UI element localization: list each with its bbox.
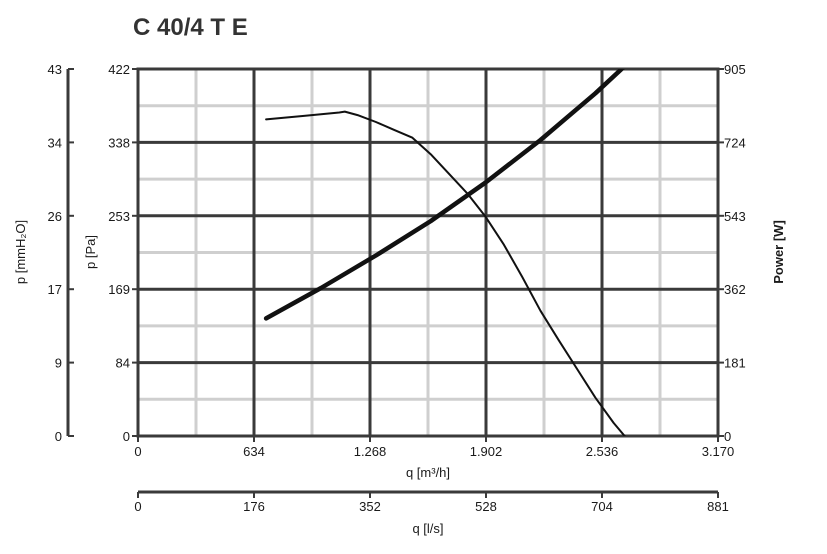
y-axis-title: p [Pa]: [83, 235, 98, 269]
secondary-x-tick-label: 704: [591, 499, 613, 514]
outer-left-tick-label: 43: [48, 62, 62, 77]
x-tick-label: 634: [243, 444, 265, 459]
y-tick-label: 338: [108, 135, 130, 150]
right-tick-label: 362: [724, 282, 746, 297]
right-tick-label: 0: [724, 429, 731, 444]
x-tick-label: 0: [134, 444, 141, 459]
secondary-x-tick-label: 881: [707, 499, 729, 514]
secondary-x-tick-label: 528: [475, 499, 497, 514]
y-tick-label: 169: [108, 282, 130, 297]
outer-left-tick-label: 9: [55, 356, 62, 371]
y-tick-label: 0: [123, 429, 130, 444]
outer-left-tick-label: 0: [55, 429, 62, 444]
secondary-x-tick-label: 0: [134, 499, 141, 514]
x-tick-label: 1.268: [354, 444, 387, 459]
y-tick-label: 84: [116, 356, 130, 371]
x-tick-label: 1.902: [470, 444, 503, 459]
secondary-x-axis-title: q [l/s]: [412, 521, 443, 536]
chart-title: C 40/4 T E: [133, 14, 248, 41]
x-axis-title: q [m³/h]: [406, 465, 450, 480]
right-tick-label: 543: [724, 209, 746, 224]
right-tick-label: 181: [724, 356, 746, 371]
series-group: [263, 69, 626, 436]
secondary-x-tick-label: 352: [359, 499, 381, 514]
right-tick-label: 724: [724, 135, 746, 150]
x-tick-label: 3.170: [702, 444, 735, 459]
outer-left-tick-label: 26: [48, 209, 62, 224]
right-tick-label: 905: [724, 62, 746, 77]
y-tick-label: 422: [108, 62, 130, 77]
power-curve: [263, 69, 625, 321]
plot-frame: [136, 67, 720, 438]
x-tick-label: 2.536: [586, 444, 619, 459]
pressure-curve: [265, 110, 626, 436]
outer-left-axis-title: p [mmH₂O]: [13, 220, 28, 284]
outer-left-tick-label: 17: [48, 282, 62, 297]
y-tick-label: 253: [108, 209, 130, 224]
outer-left-tick-label: 34: [48, 135, 62, 150]
secondary-x-tick-label: 176: [243, 499, 265, 514]
right-axis-title: Power [W]: [771, 220, 786, 284]
